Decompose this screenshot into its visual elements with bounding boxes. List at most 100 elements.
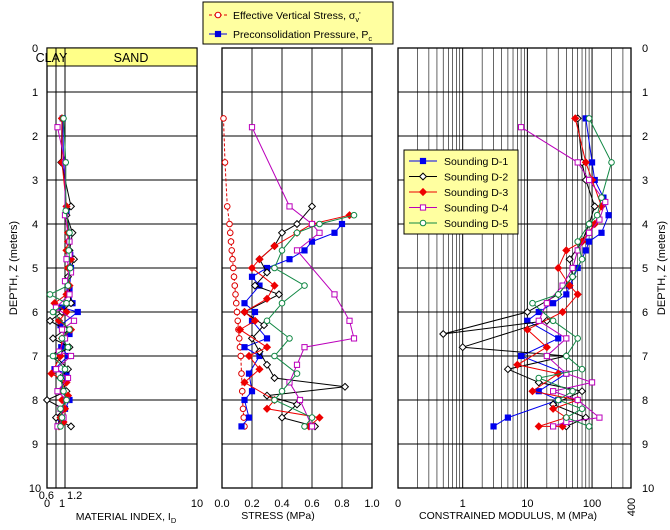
y-tick-label: 8 xyxy=(642,395,648,407)
x-tick-label: 0.2 xyxy=(244,498,259,510)
modulus-series-3-point-1 xyxy=(581,158,590,167)
modulus-series-4-point-2 xyxy=(585,176,593,184)
preconsolidation-series-5-point-5 xyxy=(301,282,308,289)
x-axis-label: CONSTRAINED MODULUS, M (MPa) xyxy=(419,510,597,522)
modulus-series-1-point-7 xyxy=(582,247,589,254)
preconsolidation-series-4-point-12 xyxy=(308,423,316,430)
modulus-series-5-point-0 xyxy=(585,115,593,122)
legend-label: Sounding D-5 xyxy=(444,218,508,230)
effective-stress-series-point-8 xyxy=(229,264,237,272)
modulus-series-2-point-12 xyxy=(458,343,467,352)
x-tick-label: 0.8 xyxy=(334,498,349,510)
preconsolidation-series-1-point-11 xyxy=(263,335,271,342)
modulus-series-3-point-0 xyxy=(571,114,580,123)
preconsolidation-series-3-point-11 xyxy=(262,343,272,352)
material-index-series-5-point-17 xyxy=(63,396,70,404)
material-index-series-5-point-12 xyxy=(64,343,72,351)
preconsolidation-series-4-point-4 xyxy=(293,247,301,254)
zone-label-sand: SAND xyxy=(114,51,149,65)
modulus-series-5-point-7 xyxy=(569,273,576,281)
material-index-series-5-point-1 xyxy=(62,159,70,166)
material-index-series-5-point-4 xyxy=(65,247,73,254)
preconsolidation-series-1-point-1 xyxy=(331,229,338,236)
material-index-series-3-point-16 xyxy=(47,369,56,378)
modulus-series-5-point-16 xyxy=(554,396,562,404)
material-index-series-5-point-6 xyxy=(64,282,72,289)
effective-stress-series-point-3 xyxy=(226,220,233,228)
modulus-series-1-point-12 xyxy=(535,308,542,316)
modulus-series-3-point-13 xyxy=(513,360,522,369)
modulus-series-1-point-15 xyxy=(518,352,525,360)
preconsolidation-series-1-point-6 xyxy=(248,273,256,280)
preconsolidation-series-1-point-16 xyxy=(241,396,248,404)
modulus-series-4-point-7 xyxy=(569,264,576,272)
preconsolidation-series-1-point-4 xyxy=(286,256,293,263)
y-tick-label: 2 xyxy=(642,131,648,143)
modulus-series-3-point-20 xyxy=(558,422,567,431)
material-index-series-5-point-2 xyxy=(62,207,70,215)
y-tick-label: 1 xyxy=(642,87,648,99)
material-index-series-5-point-16 xyxy=(60,387,67,395)
x-axis-label: STRESS (MPa) xyxy=(241,510,315,522)
modulus-series-1-point-10 xyxy=(563,291,570,298)
y-tick-label: 5 xyxy=(32,263,38,275)
preconsolidation-series-4-point-1 xyxy=(286,203,293,210)
modulus-series-3-point-6 xyxy=(562,246,571,255)
modulus-series-2-point-3 xyxy=(590,202,599,211)
modulus-series-3-point-12 xyxy=(542,343,551,352)
preconsolidation-series-2-point-11 xyxy=(255,347,264,356)
modulus-series-5-point-15 xyxy=(569,387,576,395)
x-tick-label: 1.0 xyxy=(364,498,379,510)
material-index-series-5-point-19 xyxy=(58,414,66,421)
modulus-series-5-point-12 xyxy=(563,352,570,360)
zone-label-clay: CLAY xyxy=(36,51,68,65)
y-tick-label: 3 xyxy=(642,175,648,187)
modulus-series-4-point-10 xyxy=(535,317,542,324)
preconsolidation-series-3-point-9 xyxy=(250,316,260,325)
modulus-series-2-point-11 xyxy=(542,316,551,325)
material-index-series-2-point-10 xyxy=(45,316,55,325)
modulus-series-3-point-19 xyxy=(534,422,543,431)
modulus-series-4-point-14 xyxy=(588,379,596,386)
material-index-series-5-point-5 xyxy=(66,264,74,272)
modulus-series-4-point-3 xyxy=(602,198,609,206)
modulus-series-3-point-9 xyxy=(573,290,582,299)
preconsolidation-series-1-point-8 xyxy=(241,300,248,307)
effective-stress-series-point-4 xyxy=(226,229,234,237)
legend-marker xyxy=(419,219,427,227)
preconsolidation-series-2-point-2 xyxy=(277,228,287,237)
legend-marker xyxy=(214,11,222,19)
preconsolidation-series-4-point-0 xyxy=(248,124,256,131)
preconsolidation-series-5-point-14 xyxy=(301,423,308,430)
x-tick-label: 0 xyxy=(44,498,50,510)
material-index-series-5-point-9 xyxy=(49,308,57,316)
material-index-series-5-point-11 xyxy=(58,335,66,342)
y-axis-label: DEPTH, Z (meters) xyxy=(8,221,20,315)
material-index-series-1-point-9 xyxy=(74,308,81,316)
preconsolidation-series-1-point-3 xyxy=(301,247,308,254)
modulus-series-4-point-15 xyxy=(550,388,557,395)
modulus-series-2-point-10 xyxy=(439,329,448,339)
modulus-series-2-point-9 xyxy=(523,307,532,317)
legend-label: Preconsolidation Pressure, Pc xyxy=(233,29,372,43)
legend-label: Sounding D-4 xyxy=(444,203,508,215)
preconsolidation-series-4-point-5 xyxy=(331,291,338,298)
modulus-series-1-point-6 xyxy=(585,238,593,245)
material-index-series-4-point-15 xyxy=(52,366,60,373)
y-tick-label: 7 xyxy=(642,351,648,363)
x-tick-label: 10 xyxy=(191,498,203,510)
material-index-series-4-point-11 xyxy=(58,326,66,333)
material-index-series-5-point-20 xyxy=(57,423,64,430)
y-tick-label: 9 xyxy=(642,439,648,451)
effective-stress-series-point-13 xyxy=(233,308,241,316)
effective-stress-series-point-9 xyxy=(230,273,238,281)
y-tick-label: 2 xyxy=(32,131,38,143)
modulus-series-5-point-6 xyxy=(578,255,586,263)
effective-stress-series-point-10 xyxy=(231,282,239,289)
preconsolidation-series-3-point-16 xyxy=(262,404,272,413)
preconsolidation-series-3-point-8 xyxy=(240,307,249,317)
modulus-series-5-point-17 xyxy=(578,405,586,413)
material-index-series-4-point-5 xyxy=(63,256,70,263)
effective-stress-series-point-7 xyxy=(229,255,236,263)
preconsolidation-series-2-point-17 xyxy=(277,413,287,422)
